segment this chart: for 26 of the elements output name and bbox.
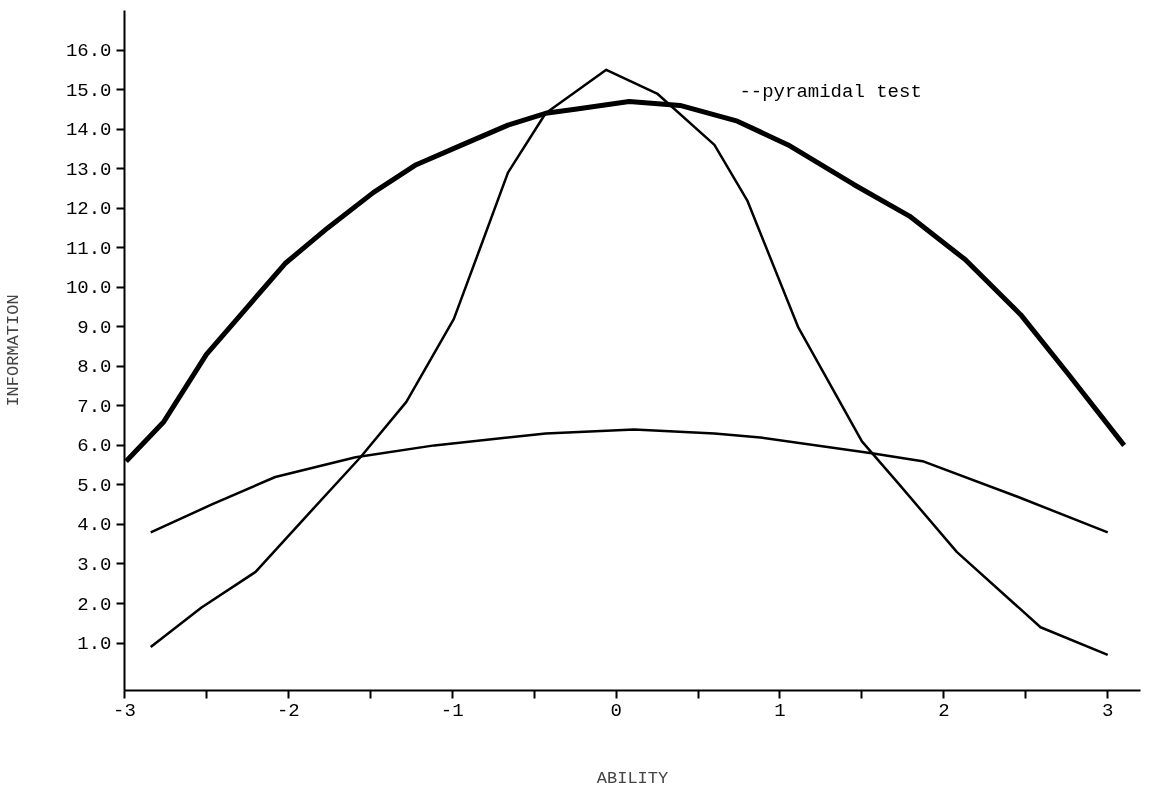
- x-tick-label: 0: [610, 699, 622, 722]
- y-tick-label: 7.0: [77, 395, 112, 418]
- y-tick-label: 13.0: [65, 158, 112, 181]
- y-tick-label: 16.0: [65, 40, 112, 63]
- x-tick-label: -2: [276, 699, 300, 722]
- x-tick-label: -1: [440, 699, 464, 722]
- y-tick-label: 5.0: [77, 474, 112, 497]
- y-tick-label: 9.0: [77, 316, 112, 339]
- x-tick-label: 2: [938, 699, 950, 722]
- y-tick-label: 14.0: [65, 119, 112, 142]
- y-tick-label: 11.0: [65, 237, 112, 260]
- y-tick-label: 12.0: [65, 198, 112, 221]
- y-tick-label: 4.0: [77, 514, 112, 537]
- series-label: --pyramidal test: [739, 81, 922, 104]
- x-tick-label: 1: [774, 699, 786, 722]
- y-tick-label: 8.0: [77, 356, 112, 379]
- y-tick-label: 3.0: [77, 553, 112, 576]
- y-tick-label: 15.0: [65, 79, 112, 102]
- y-tick-label: 6.0: [77, 435, 112, 458]
- y-tick-label: 1.0: [77, 633, 112, 656]
- y-tick-label: 10.0: [65, 277, 112, 300]
- y-axis-title: INFORMATION: [3, 294, 23, 407]
- y-tick-label: 2.0: [77, 593, 112, 616]
- x-tick-label: 3: [1102, 699, 1114, 722]
- x-axis-title: ABILITY: [596, 768, 669, 788]
- x-tick-label: -3: [113, 699, 136, 722]
